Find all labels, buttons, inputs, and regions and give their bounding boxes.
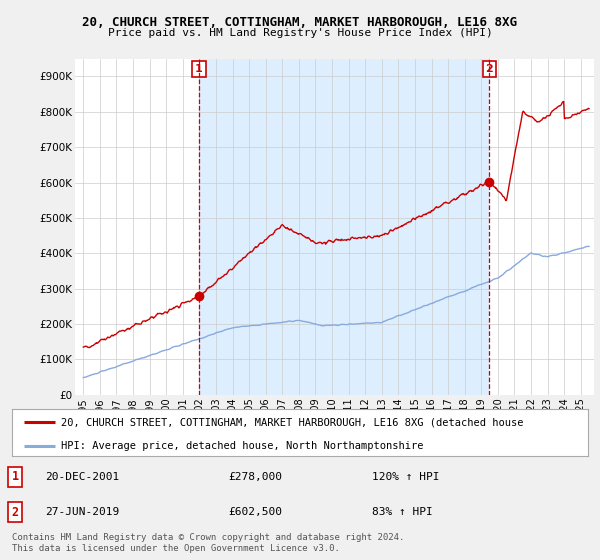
- Text: 20-DEC-2001: 20-DEC-2001: [45, 472, 119, 482]
- Text: 20, CHURCH STREET, COTTINGHAM, MARKET HARBOROUGH, LE16 8XG: 20, CHURCH STREET, COTTINGHAM, MARKET HA…: [83, 16, 517, 29]
- Text: 1: 1: [11, 470, 19, 483]
- Text: Contains HM Land Registry data © Crown copyright and database right 2024.
This d: Contains HM Land Registry data © Crown c…: [12, 533, 404, 553]
- Text: 20, CHURCH STREET, COTTINGHAM, MARKET HARBOROUGH, LE16 8XG (detached house: 20, CHURCH STREET, COTTINGHAM, MARKET HA…: [61, 417, 523, 427]
- Text: HPI: Average price, detached house, North Northamptonshire: HPI: Average price, detached house, Nort…: [61, 441, 424, 451]
- Text: 1: 1: [195, 64, 203, 74]
- Text: Price paid vs. HM Land Registry's House Price Index (HPI): Price paid vs. HM Land Registry's House …: [107, 28, 493, 38]
- Text: 2: 2: [485, 64, 493, 74]
- Text: 120% ↑ HPI: 120% ↑ HPI: [372, 472, 439, 482]
- Text: £602,500: £602,500: [228, 507, 282, 517]
- Text: 2: 2: [11, 506, 19, 519]
- Text: 27-JUN-2019: 27-JUN-2019: [45, 507, 119, 517]
- Text: 83% ↑ HPI: 83% ↑ HPI: [372, 507, 433, 517]
- Text: £278,000: £278,000: [228, 472, 282, 482]
- Bar: [199, 59, 490, 395]
